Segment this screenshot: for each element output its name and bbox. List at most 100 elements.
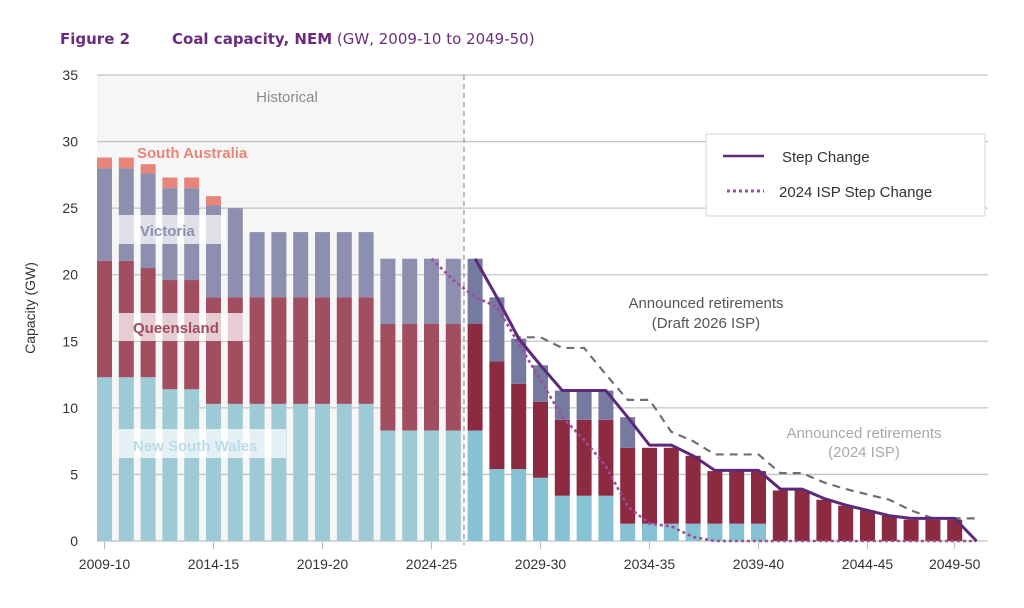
- line-step-change: [473, 257, 978, 543]
- bar-new-south-wales: [206, 403, 221, 541]
- bar-queensland: [620, 447, 636, 524]
- bar-queensland: [642, 447, 657, 524]
- bar-queensland: [249, 297, 265, 404]
- bar-queensland: [467, 323, 483, 431]
- bar-queensland: [903, 519, 919, 541]
- bar-queensland: [838, 505, 854, 541]
- annotation-2024-isp-line2: (2024 ISP): [828, 444, 900, 461]
- bar-queensland: [707, 471, 723, 524]
- historical-label: Historical: [256, 89, 318, 106]
- bar-victoria: [271, 232, 287, 298]
- legend: Step Change 2024 ISP Step Change: [705, 133, 986, 217]
- bar-new-south-wales: [598, 495, 614, 541]
- bar-new-south-wales: [663, 523, 679, 541]
- bar-queensland: [424, 323, 439, 431]
- bar-victoria: [533, 365, 548, 402]
- bar-new-south-wales: [336, 403, 352, 541]
- bar-queensland: [816, 499, 832, 541]
- bar-queensland: [576, 419, 592, 496]
- bar-new-south-wales: [620, 523, 636, 541]
- bar-queensland: [336, 297, 352, 404]
- bar-victoria: [402, 258, 418, 324]
- south-australia-label: South Australia: [137, 145, 248, 162]
- y-tick-label: 10: [62, 400, 78, 416]
- figure-label: Figure 2: [60, 30, 130, 48]
- bar-new-south-wales: [554, 495, 570, 541]
- line-2024-isp-step-change: [430, 257, 977, 543]
- bar-victoria: [315, 232, 330, 298]
- victoria-label-bg: [118, 215, 225, 244]
- bar-victoria: [489, 297, 505, 362]
- victoria-label: Victoria: [140, 223, 195, 240]
- x-tick-label: 2029-30: [515, 556, 567, 572]
- bar-south-australia: [162, 177, 178, 189]
- y-tick-label: 25: [62, 200, 78, 216]
- bar-queensland: [533, 401, 548, 478]
- bar-new-south-wales: [358, 403, 374, 541]
- bar-new-south-wales: [424, 430, 439, 541]
- bar-new-south-wales: [489, 469, 505, 541]
- x-tick-label: 2044-45: [842, 556, 894, 572]
- x-tick-label: 2034-35: [624, 556, 676, 572]
- bar-victoria: [97, 168, 112, 261]
- bar-victoria: [249, 232, 265, 298]
- bar-queensland: [489, 361, 505, 470]
- queensland-label-bg: [118, 313, 243, 341]
- chart-title-main: Coal capacity, NEM: [172, 30, 332, 48]
- bar-south-australia: [206, 196, 221, 206]
- stacked-bars: [97, 157, 963, 541]
- legend-box: [705, 133, 986, 217]
- bar-new-south-wales: [445, 430, 461, 541]
- bar-queensland: [729, 471, 745, 524]
- bar-queensland: [663, 447, 679, 524]
- bar-new-south-wales: [576, 495, 592, 541]
- bar-queensland: [271, 297, 287, 404]
- bar-new-south-wales: [751, 523, 766, 541]
- bar-new-south-wales: [467, 430, 483, 541]
- bar-new-south-wales: [511, 469, 527, 541]
- bar-new-south-wales: [315, 403, 330, 541]
- x-tick-label: 2024-25: [406, 556, 458, 572]
- x-tick-label: 2049-50: [929, 556, 981, 572]
- bar-queensland: [511, 383, 527, 470]
- chart-subtitle: (GW, 2009-10 to 2049-50): [337, 30, 535, 48]
- bar-queensland: [794, 490, 810, 541]
- y-tick-label: 5: [70, 466, 78, 482]
- bar-victoria: [336, 232, 352, 298]
- new-south-wales-label: New South Wales: [133, 438, 257, 455]
- scenario-lines: [430, 257, 978, 543]
- bar-victoria: [227, 208, 243, 298]
- annotation-2024-isp-line1: Announced retirements: [786, 425, 941, 442]
- y-tick-labels: 0 5 10 15 20 25 30 35: [62, 67, 78, 549]
- bar-victoria: [445, 258, 461, 324]
- bar-new-south-wales: [402, 430, 418, 541]
- bar-south-australia: [97, 157, 112, 169]
- bar-victoria: [554, 390, 570, 420]
- x-tick-labels: 2009-10 2014-15 2019-20 2024-25 2029-30 2034-…: [79, 542, 981, 572]
- bar-victoria: [118, 168, 134, 261]
- bar-south-australia: [140, 164, 156, 174]
- bar-south-australia: [184, 177, 200, 189]
- y-tick-label: 35: [62, 67, 78, 83]
- bar-queensland: [860, 510, 875, 541]
- bar-new-south-wales: [380, 430, 396, 541]
- x-tick-label: 2039-40: [733, 556, 785, 572]
- bar-new-south-wales: [685, 523, 701, 541]
- bar-victoria: [424, 258, 439, 324]
- bar-queensland: [925, 519, 941, 541]
- bar-queensland: [751, 471, 766, 524]
- x-tick-label: 2014-15: [188, 556, 240, 572]
- bar-new-south-wales: [97, 377, 112, 541]
- bar-victoria: [467, 258, 483, 324]
- bar-new-south-wales: [227, 403, 243, 541]
- bar-queensland: [358, 297, 374, 404]
- bar-new-south-wales: [293, 403, 309, 541]
- line-announced-retirements-draft-2026: [474, 258, 977, 520]
- bar-queensland: [947, 519, 963, 541]
- bar-new-south-wales: [140, 377, 156, 541]
- bar-queensland: [554, 419, 570, 496]
- bar-queensland: [685, 455, 701, 524]
- bar-queensland: [598, 419, 614, 496]
- bar-south-australia: [118, 157, 134, 169]
- bar-queensland: [315, 297, 330, 404]
